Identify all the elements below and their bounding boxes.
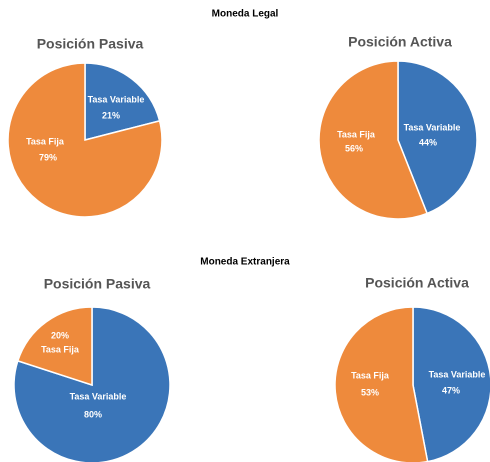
slice-category: Tasa Fija [41, 344, 80, 354]
slice-category: Tasa Fija [351, 370, 390, 380]
slice-category: Tasa Variable [404, 122, 461, 132]
pie-slice [318, 60, 429, 220]
section-heading: Moneda Extranjera [200, 257, 290, 268]
slice-category: Tasa Variable [88, 94, 145, 104]
pie-title: Posición Activa [365, 275, 469, 291]
pie-slice [7, 62, 163, 218]
pie-title: Posición Activa [348, 34, 452, 50]
slice-category: Tasa Fija [26, 136, 65, 146]
pie-slice [412, 306, 490, 462]
pie-title: Posición Pasiva [37, 36, 144, 52]
pie-slice [84, 62, 161, 141]
slice-category: Tasa Variable [70, 391, 127, 401]
slice-value: 80% [84, 409, 102, 419]
section-heading: Moneda Legal [212, 9, 279, 20]
slice-value: 56% [345, 143, 363, 153]
slice-value: 44% [419, 137, 437, 147]
slice-value: 53% [361, 387, 379, 397]
slice-category: Tasa Variable [429, 369, 486, 379]
slice-value: 21% [102, 110, 120, 120]
slice-category: Tasa Fija [337, 129, 376, 139]
pie-title: Posición Pasiva [44, 276, 151, 292]
pie-slice [397, 60, 478, 215]
pie-slice [16, 306, 93, 387]
slice-value: 20% [51, 330, 69, 340]
pie-slice [334, 306, 429, 462]
slice-value: 79% [39, 152, 57, 162]
slice-value: 47% [442, 385, 460, 395]
